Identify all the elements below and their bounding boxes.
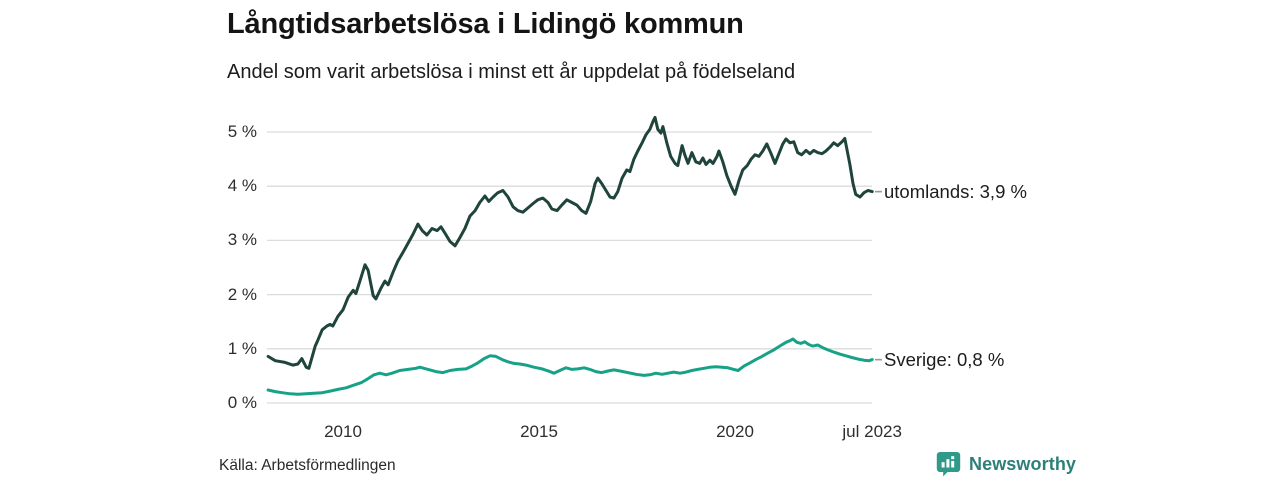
series-label-utomlands: utomlands: 3,9 % [884, 180, 1027, 202]
newsworthy-bar-chart-icon [936, 452, 961, 477]
y-tick-4: 4 % [227, 176, 257, 196]
y-tick-5: 5 % [227, 122, 257, 141]
series-line-Sverige [266, 337, 874, 396]
newsworthy-logo: Newsworthy [936, 451, 1076, 477]
x-tick-2015: 2015 [520, 422, 558, 441]
x-tick-2010: 2010 [324, 422, 362, 441]
y-tick-0: 0 % [227, 393, 257, 412]
y-tick-3: 3 % [227, 230, 257, 250]
series-label-sverige: Sverige: 0,8 % [884, 348, 1005, 370]
chart-subtitle: Andel som varit arbetslösa i minst ett å… [227, 61, 796, 83]
y-tick-1: 1 % [227, 338, 257, 358]
series-line-utomlands [266, 115, 874, 370]
x-tick-2020: 2020 [716, 422, 754, 441]
newsworthy-wordmark: Newsworthy [969, 453, 1077, 474]
x-tick-jul-2023: jul 2023 [842, 422, 902, 441]
chart-title: Långtidsarbetslösa i Lidingö kommun [227, 8, 744, 40]
source-note: Källa: Arbetsförmedlingen [219, 457, 396, 474]
y-tick-2: 2 % [227, 284, 257, 304]
